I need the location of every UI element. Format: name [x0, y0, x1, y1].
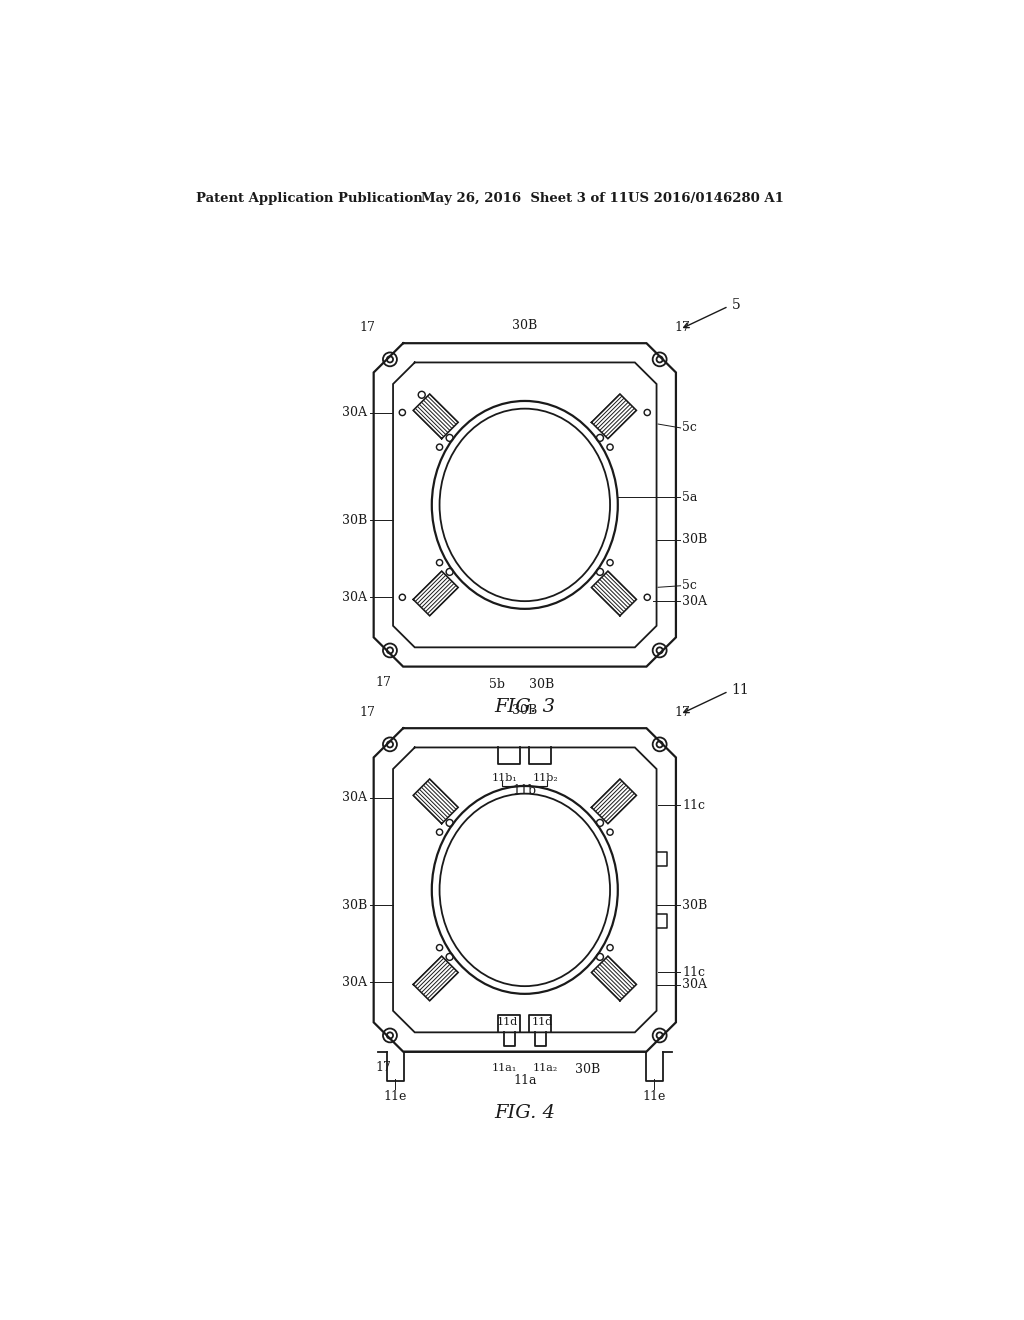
Text: 11c: 11c [682, 799, 706, 812]
Text: FIG. 3: FIG. 3 [495, 698, 555, 715]
Text: Patent Application Publication: Patent Application Publication [197, 191, 423, 205]
Text: 11a₂: 11a₂ [532, 1063, 558, 1073]
Text: 11: 11 [732, 682, 750, 697]
Text: 11e: 11e [642, 1090, 666, 1104]
Text: 30B: 30B [342, 513, 368, 527]
Text: 5b: 5b [489, 678, 506, 692]
Text: 11b: 11b [513, 784, 537, 797]
Text: May 26, 2016  Sheet 3 of 11: May 26, 2016 Sheet 3 of 11 [421, 191, 628, 205]
Text: 30A: 30A [342, 791, 368, 804]
Text: 17: 17 [359, 706, 375, 719]
Text: 5c: 5c [682, 421, 697, 434]
Text: 5a: 5a [682, 491, 697, 504]
Text: 5: 5 [732, 298, 740, 312]
Text: 17: 17 [359, 321, 375, 334]
Text: 11b₁: 11b₁ [492, 774, 517, 783]
Text: 30A: 30A [682, 594, 708, 607]
Text: US 2016/0146280 A1: US 2016/0146280 A1 [628, 191, 783, 205]
Text: 30B: 30B [342, 899, 368, 912]
Text: 30B: 30B [512, 318, 538, 331]
Text: 17: 17 [375, 1061, 391, 1074]
Text: 30B: 30B [682, 899, 708, 912]
Text: 11a: 11a [513, 1074, 537, 1086]
Text: 11b₂: 11b₂ [532, 774, 558, 783]
Text: 30B: 30B [528, 678, 554, 692]
Text: 11d: 11d [497, 1016, 518, 1027]
Text: 11c: 11c [682, 966, 706, 979]
Text: 30B: 30B [682, 533, 708, 546]
Text: 30A: 30A [342, 591, 368, 603]
Text: 30A: 30A [342, 975, 368, 989]
Text: 11e: 11e [384, 1090, 408, 1104]
Text: 17: 17 [675, 706, 690, 719]
Text: 30B: 30B [575, 1063, 600, 1076]
Text: 11d: 11d [531, 1016, 553, 1027]
Text: 11a₁: 11a₁ [492, 1063, 517, 1073]
Text: 17: 17 [375, 676, 391, 689]
Text: 30B: 30B [512, 704, 538, 717]
Text: 17: 17 [675, 321, 690, 334]
Text: 30A: 30A [682, 978, 708, 991]
Text: FIG. 4: FIG. 4 [495, 1105, 555, 1122]
Text: 30A: 30A [342, 407, 368, 418]
Text: 5c: 5c [682, 579, 697, 593]
